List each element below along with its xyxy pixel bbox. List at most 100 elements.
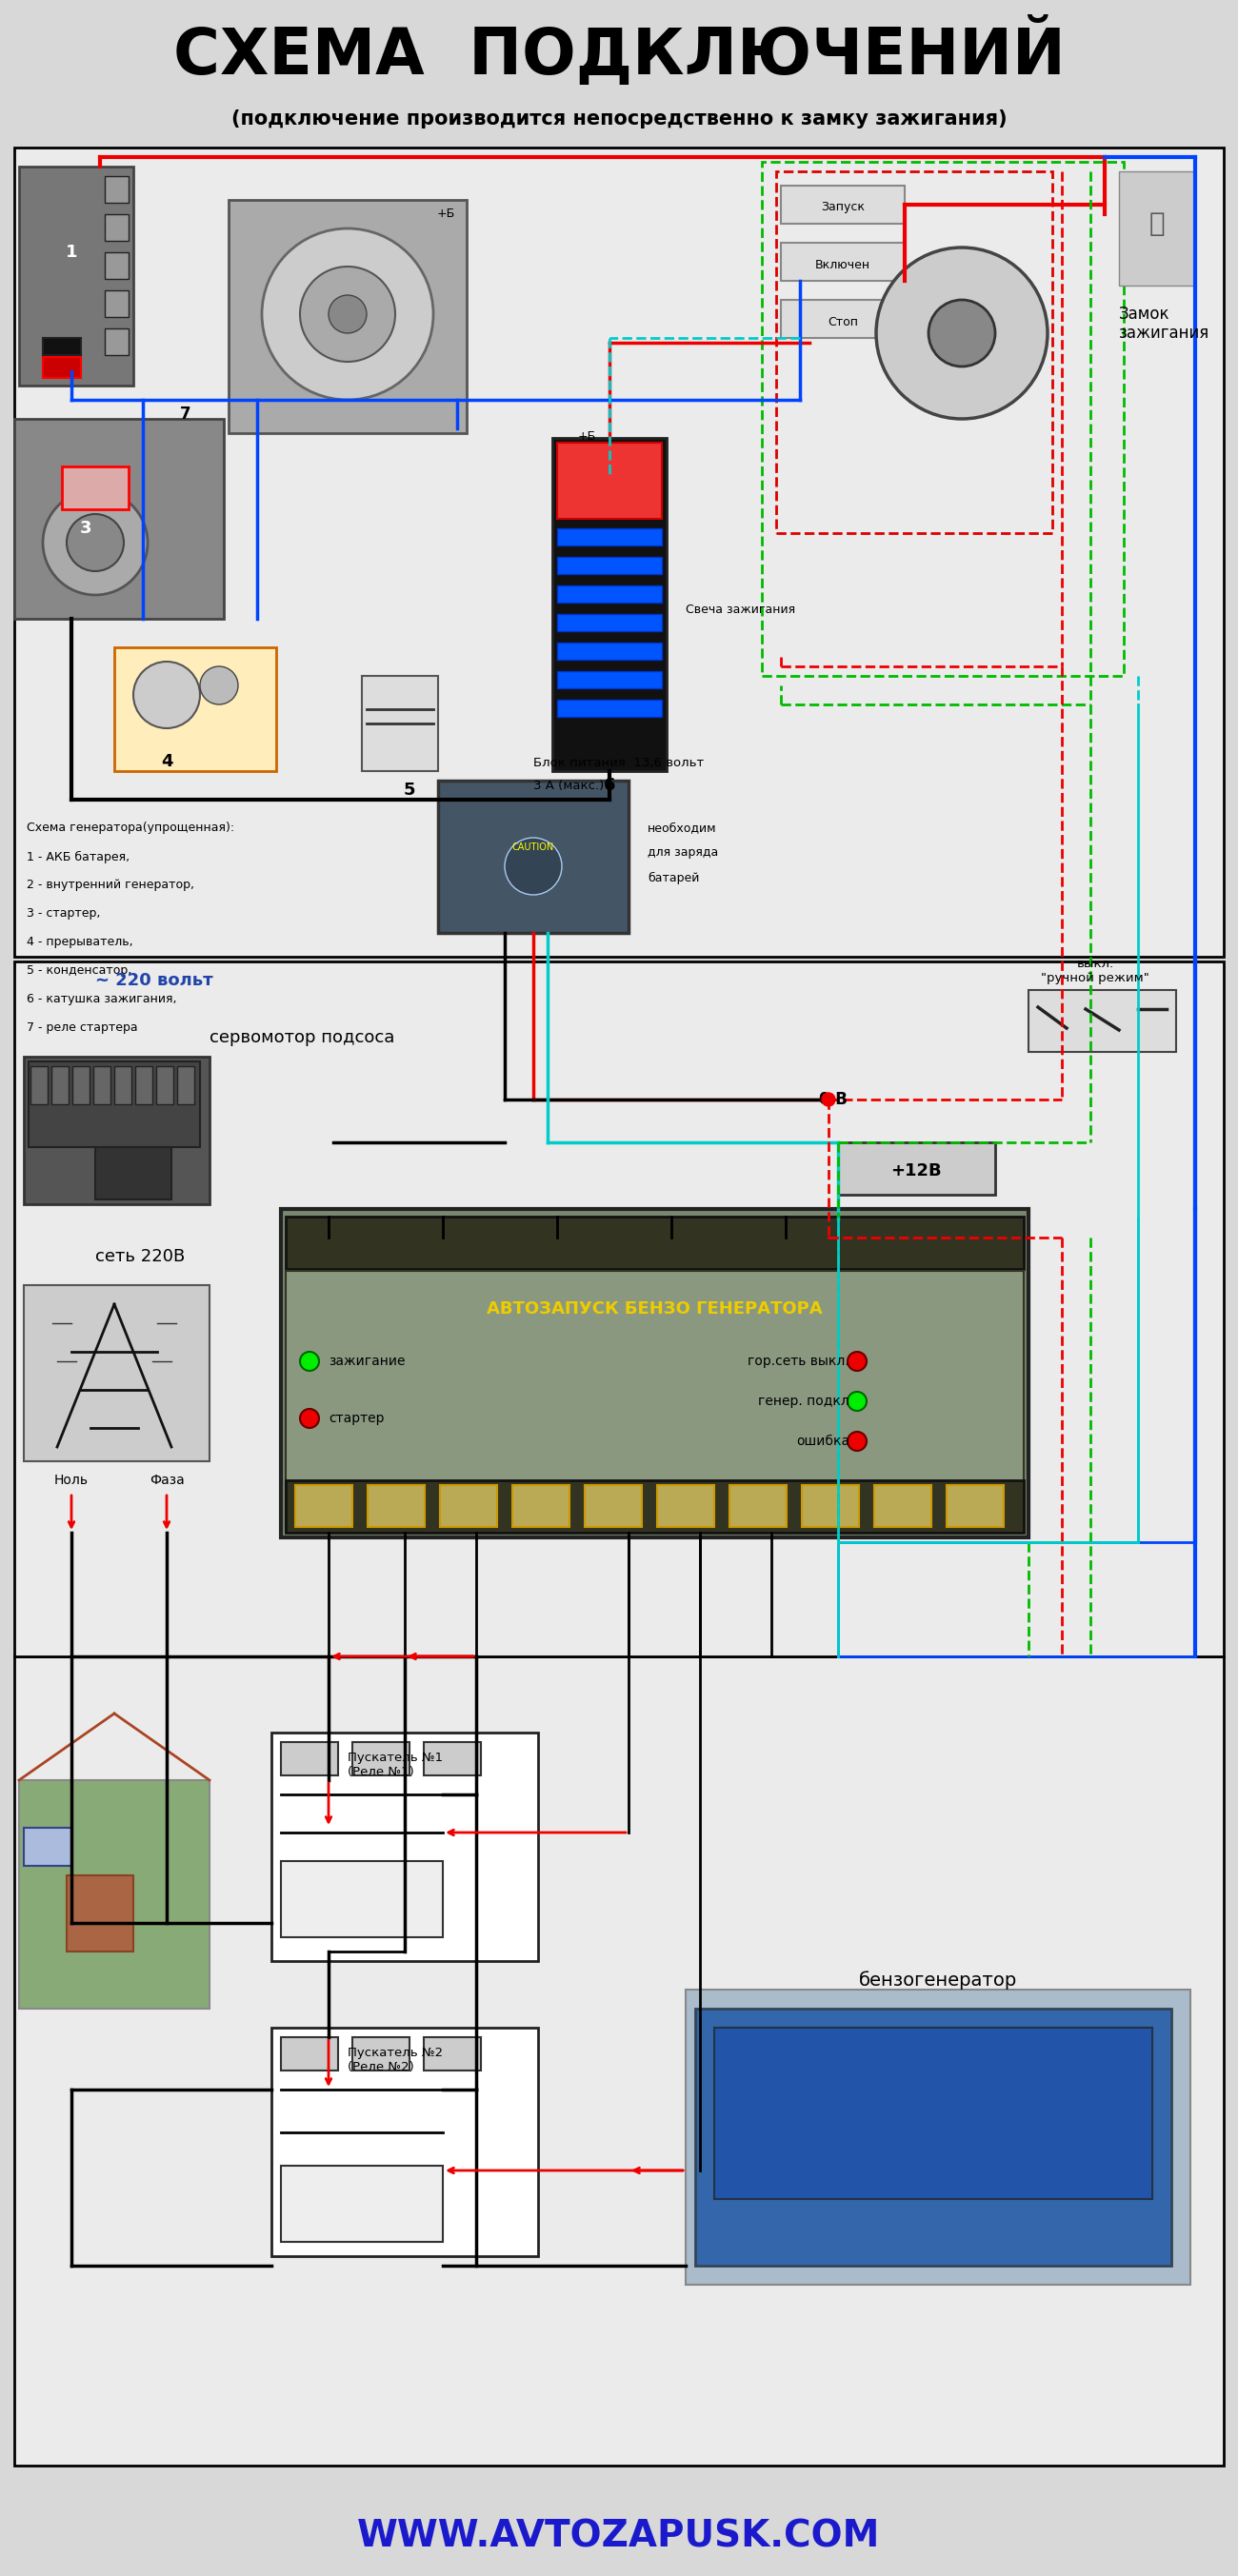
Text: 6: 6 [604, 778, 615, 793]
Text: +12В: +12В [890, 1162, 942, 1180]
Circle shape [300, 265, 395, 361]
Circle shape [134, 662, 201, 729]
Text: необходим: необходим [647, 822, 717, 835]
Bar [177, 1066, 194, 1105]
Bar [838, 1141, 995, 1195]
Bar [552, 438, 666, 770]
Bar [557, 443, 662, 518]
Text: Пускатель №2
(Реле №2): Пускатель №2 (Реле №2) [348, 2048, 443, 2074]
Bar [714, 2027, 1153, 2200]
Bar [19, 167, 134, 386]
Text: Свеча зажигания: Свеча зажигания [686, 603, 795, 616]
Bar [43, 358, 80, 379]
Bar [15, 1656, 1223, 2465]
Text: 4 - прерыватель,: 4 - прерыватель, [27, 935, 132, 948]
Text: CAUTION: CAUTION [513, 842, 555, 853]
Text: батарей: батарей [647, 871, 699, 884]
Bar [1119, 173, 1195, 286]
Circle shape [201, 667, 238, 703]
Bar [1029, 989, 1176, 1051]
Bar [557, 556, 662, 574]
Text: Блок питания  13,6 вольт: Блок питания 13,6 вольт [534, 757, 704, 770]
Text: +Б: +Б [577, 430, 595, 443]
Bar [781, 242, 905, 281]
Bar [281, 1860, 443, 1937]
Text: ошибка: ошибка [796, 1435, 849, 1448]
Text: 4: 4 [161, 752, 172, 770]
Bar [52, 1066, 68, 1105]
Bar [229, 201, 467, 433]
Bar [584, 1484, 641, 1528]
Bar [838, 1543, 1195, 1656]
Text: Замок
зажигания: Замок зажигания [1119, 304, 1210, 343]
Bar [15, 147, 1223, 956]
Bar [67, 1875, 134, 1953]
Circle shape [848, 1352, 867, 1370]
Bar [423, 2038, 480, 2071]
Bar [513, 1484, 569, 1528]
Bar [557, 701, 662, 716]
Text: Ноль: Ноль [54, 1473, 89, 1486]
Circle shape [300, 1409, 319, 1427]
Bar [781, 299, 905, 337]
Bar [105, 214, 129, 240]
Bar [62, 466, 129, 510]
Bar [947, 1484, 1004, 1528]
Bar [72, 1066, 89, 1105]
Bar [874, 1484, 931, 1528]
Bar [281, 1741, 338, 1775]
Text: Включен: Включен [815, 258, 870, 270]
Bar [761, 162, 1124, 675]
Circle shape [43, 489, 147, 595]
Text: Запуск: Запуск [821, 201, 864, 214]
Bar [281, 1208, 1029, 1538]
Bar [105, 252, 129, 278]
Bar [43, 337, 80, 355]
Text: для заряда: для заряда [647, 848, 718, 860]
Bar [281, 2166, 443, 2241]
Bar [438, 781, 629, 933]
Circle shape [67, 515, 124, 572]
Circle shape [928, 299, 995, 366]
Bar [19, 1780, 209, 2009]
Text: стартер: стартер [328, 1412, 384, 1425]
Text: +Б: +Б [437, 209, 454, 222]
Bar [281, 2038, 338, 2071]
Bar [353, 2038, 410, 2071]
Text: АВТОЗАПУСК БЕНЗО ГЕНЕРАТОРА: АВТОЗАПУСК БЕНЗО ГЕНЕРАТОРА [487, 1301, 822, 1316]
Text: 3: 3 [79, 520, 92, 536]
Text: 5: 5 [404, 781, 416, 799]
Text: 3 А (макс.): 3 А (макс.) [534, 781, 604, 793]
Bar [361, 675, 438, 770]
Bar [802, 1484, 859, 1528]
Circle shape [848, 1391, 867, 1412]
Bar [271, 1734, 539, 1960]
Text: 2: 2 [342, 301, 354, 317]
Text: WWW.AVTOZAPUSK.COM: WWW.AVTOZAPUSK.COM [358, 2519, 880, 2555]
Text: гор.сеть выкл.: гор.сеть выкл. [748, 1355, 849, 1368]
Bar [439, 1484, 498, 1528]
Text: 2 - внутренний генератор,: 2 - внутренний генератор, [27, 878, 194, 891]
Circle shape [822, 1092, 836, 1105]
Text: 7: 7 [181, 404, 191, 422]
Text: Схема генератора(упрощенная):: Схема генератора(упрощенная): [27, 822, 234, 835]
Bar [286, 1481, 1024, 1533]
Bar [93, 1066, 110, 1105]
Bar [105, 175, 129, 204]
Text: 0 В: 0 В [820, 1092, 848, 1108]
Text: 🔑: 🔑 [1149, 211, 1165, 237]
Bar [31, 1066, 47, 1105]
Text: Стоп: Стоп [827, 317, 858, 327]
Text: выкл.
"ручной режим": выкл. "ручной режим" [1041, 958, 1149, 984]
Circle shape [262, 229, 433, 399]
Circle shape [328, 296, 366, 332]
Text: зажигание: зажигание [328, 1355, 405, 1368]
Bar [696, 2009, 1171, 2267]
Bar [114, 1066, 131, 1105]
Text: 3 - стартер,: 3 - стартер, [27, 907, 100, 920]
Text: (подключение производится непосредственно к замку зажигания): (подключение производится непосредственн… [232, 108, 1006, 129]
Bar [286, 1216, 1024, 1270]
Bar [271, 2027, 539, 2257]
Text: Пускатель №1
(Реле №1): Пускатель №1 (Реле №1) [348, 1752, 443, 1777]
Text: 6 - катушка зажигания,: 6 - катушка зажигания, [27, 994, 177, 1005]
